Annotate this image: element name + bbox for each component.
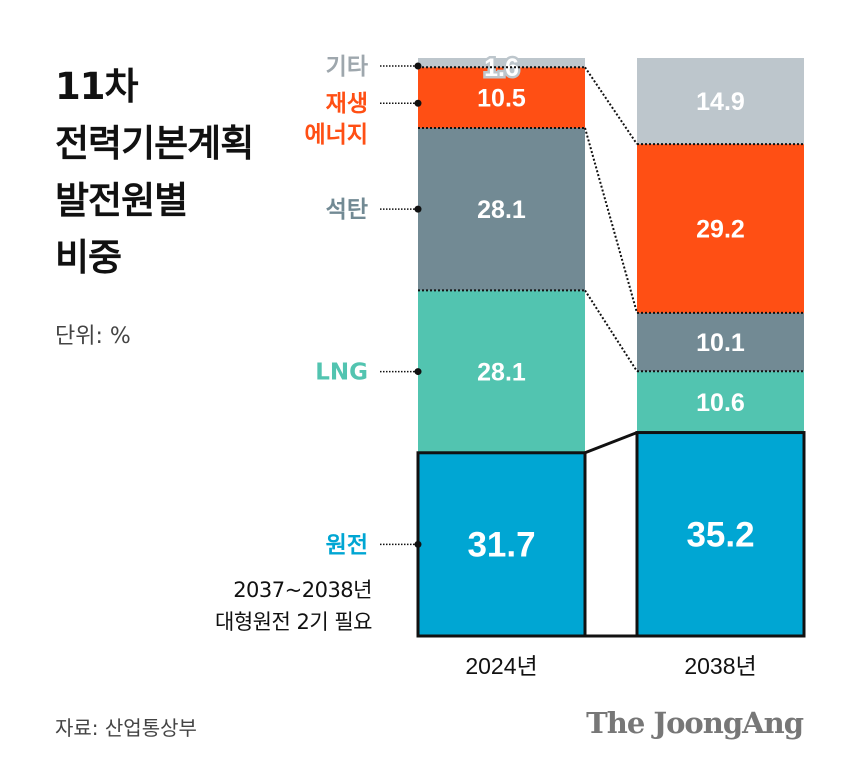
- data-label: 35.2: [686, 515, 754, 554]
- connector-line: [584, 289, 638, 372]
- bar-segment: [637, 144, 804, 313]
- leader-dot: [414, 205, 422, 213]
- title-line: 11차: [55, 65, 139, 108]
- series-label: 재생: [326, 91, 368, 117]
- connector-line: [584, 127, 638, 314]
- leader-dot: [414, 99, 422, 107]
- data-label: 28.1: [477, 196, 526, 224]
- source-label: 자료: 산업통상부: [55, 716, 197, 740]
- series-label: 원전: [326, 532, 368, 558]
- series-label: 기타: [326, 54, 368, 80]
- nuclear-note: 2037~2038년 대형원전 2기 필요: [215, 574, 372, 638]
- data-label: 28.1: [477, 359, 526, 387]
- bar-segment: [637, 312, 804, 372]
- data-label: 10.5: [477, 85, 526, 113]
- series-label: 에너지: [305, 122, 368, 148]
- title-line: 비중: [55, 236, 122, 279]
- connector-line: [584, 66, 638, 145]
- highlight-outline: [635, 431, 806, 638]
- title-line: 발전원별: [55, 179, 188, 222]
- series-label: 석탄: [326, 197, 368, 223]
- bar-segment: [637, 371, 804, 433]
- data-label: 29.2: [696, 216, 745, 244]
- series-label: LNG: [315, 360, 368, 386]
- bar-segment: [637, 58, 804, 145]
- note-line: 대형원전 2기 필요: [215, 610, 372, 634]
- highlight-connector: [584, 431, 638, 455]
- leader-dot: [414, 368, 422, 376]
- note-line: 2037~2038년: [233, 578, 372, 602]
- chart-title: 11차 전력기본계획 발전원별 비중: [55, 58, 254, 286]
- joongang-logo: The JoongAng: [586, 706, 804, 740]
- bar-segment: [418, 127, 585, 291]
- title-line: 전력기본계획: [55, 122, 254, 165]
- leader-dot: [414, 540, 422, 548]
- bar-segment: [418, 290, 585, 453]
- leader-dot: [414, 62, 422, 70]
- data-label: 10.1: [696, 329, 745, 357]
- bar-segment: [418, 452, 585, 636]
- data-label: 1.6: [484, 54, 519, 82]
- data-label: 10.6: [696, 389, 745, 417]
- bar-segment: [637, 432, 804, 636]
- x-tick-label: 2024년: [465, 653, 537, 679]
- bar-segment: [418, 58, 585, 68]
- x-tick-label: 2038년: [684, 653, 756, 679]
- bar-segment: [418, 67, 585, 128]
- unit-label: 단위: %: [55, 324, 131, 349]
- data-label: 14.9: [696, 88, 745, 116]
- data-label: 31.7: [467, 525, 535, 564]
